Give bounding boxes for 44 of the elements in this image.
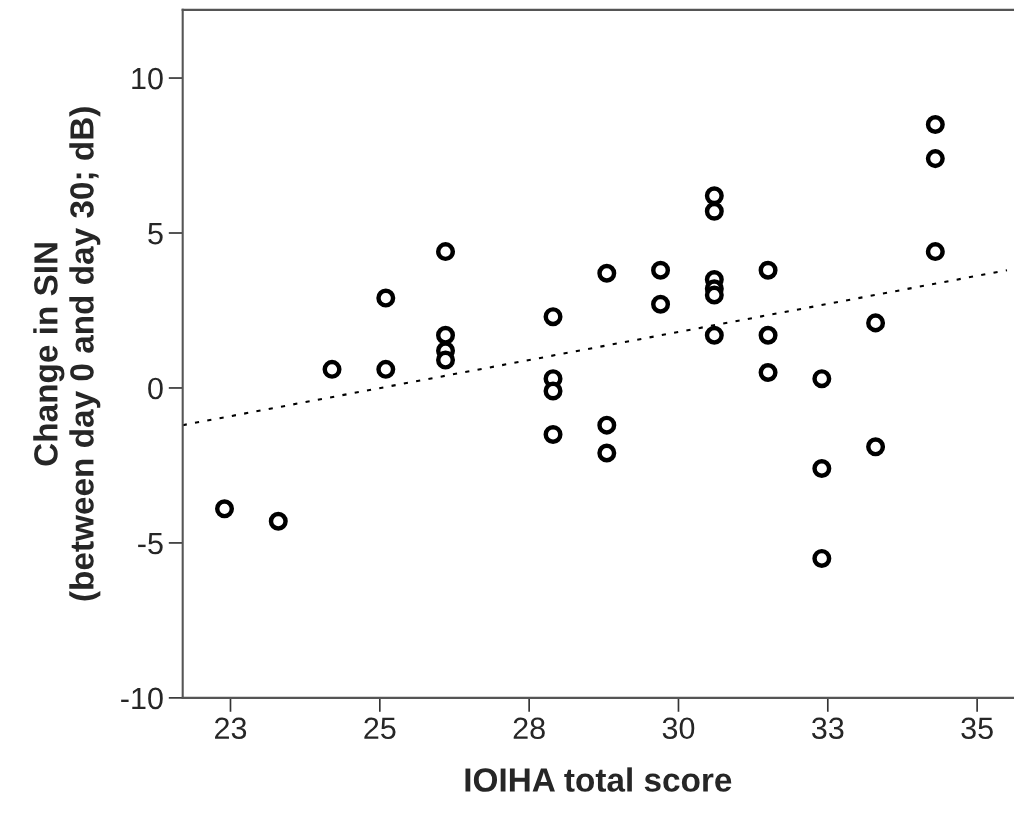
x-tick-label: 25 xyxy=(364,717,396,740)
point xyxy=(925,115,945,135)
point xyxy=(758,325,778,345)
point xyxy=(704,201,724,221)
x-axis-title: IOIHA total score xyxy=(465,767,732,792)
point xyxy=(651,260,671,280)
point xyxy=(597,443,617,463)
point xyxy=(322,359,342,379)
point xyxy=(436,350,456,370)
point xyxy=(812,459,832,479)
y-tick-label: 10 xyxy=(132,67,163,90)
point xyxy=(812,548,832,568)
x-tick-label: 33 xyxy=(811,717,844,740)
y-tick-label: -5 xyxy=(138,532,163,555)
x-tick-label: 35 xyxy=(961,717,993,740)
point xyxy=(376,359,396,379)
x-tick-label: 28 xyxy=(513,717,545,740)
x-tick-label: 30 xyxy=(662,717,695,740)
point xyxy=(543,381,563,401)
y-tick-label: -10 xyxy=(121,687,163,710)
point xyxy=(543,424,563,444)
point xyxy=(758,260,778,280)
point xyxy=(376,288,396,308)
point xyxy=(436,242,456,262)
y-tick-label: 0 xyxy=(148,377,163,400)
point xyxy=(543,307,563,327)
point xyxy=(704,186,724,206)
point xyxy=(215,499,235,519)
point xyxy=(597,415,617,435)
point xyxy=(812,369,832,389)
y-axis-title: Change in SIN (between day 0 and day 30; dB) xyxy=(33,107,101,601)
point xyxy=(704,325,724,345)
point xyxy=(925,242,945,262)
point xyxy=(866,437,886,457)
point xyxy=(704,285,724,305)
point xyxy=(597,263,617,283)
point xyxy=(436,325,456,345)
point xyxy=(866,313,886,333)
point xyxy=(651,294,671,314)
point xyxy=(268,511,288,531)
x-tick-label: 23 xyxy=(215,717,247,740)
point xyxy=(925,149,945,169)
point xyxy=(758,362,778,382)
y-tick-label: 5 xyxy=(148,223,163,245)
